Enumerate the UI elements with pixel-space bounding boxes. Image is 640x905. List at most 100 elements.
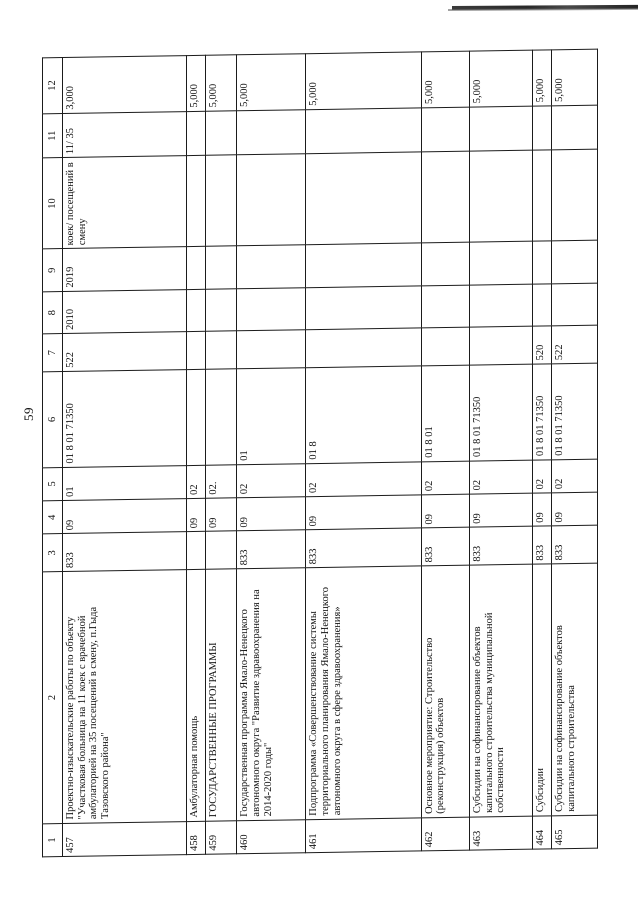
- row-code-cell-3: 833: [62, 531, 187, 572]
- row-number-cell: 465: [551, 814, 598, 849]
- row-code-cell-8: [421, 284, 470, 328]
- row-code-cell-4: 09: [305, 494, 422, 531]
- row-code-cell-8: [532, 283, 552, 327]
- row-code-cell-6: 01 8 01 71350: [62, 369, 187, 468]
- row-code-cell-5: 02: [551, 458, 598, 493]
- row-code-cell-12: 5,000: [421, 51, 470, 108]
- row-code-cell-10: коек/ посещений в смену: [62, 155, 187, 250]
- row-number-cell: 457: [62, 821, 187, 857]
- row-code-cell-5: 02: [532, 459, 552, 494]
- row-code-cell-12: 5,000: [236, 53, 306, 111]
- table-body: 1 2 3 4 5 6 7 8 9 10 11 12 457 Проектно-и…: [42, 49, 598, 857]
- row-code-cell-7: [305, 327, 422, 368]
- row-code-cell-4: 09: [186, 498, 206, 532]
- row-code-cell-3: [186, 531, 206, 570]
- row-code-cell-9: [205, 246, 237, 290]
- row-code-cell-6: 01 8 01: [421, 365, 470, 462]
- row-code-cell-8: [551, 282, 598, 326]
- row-code-cell-12: 5,000: [205, 54, 237, 112]
- col-header-4: 4: [42, 500, 63, 535]
- row-code-cell-4: 09: [421, 494, 470, 529]
- row-code-cell-5: 02: [186, 464, 206, 499]
- row-code-cell-10: [532, 150, 552, 242]
- row-description-cell: Основное мероприятие: Строительство (рек…: [421, 565, 470, 818]
- row-code-cell-9: 2019: [62, 247, 187, 292]
- row-number-cell: 462: [421, 816, 470, 851]
- row-number-cell: 460: [236, 819, 306, 854]
- col-header-8: 8: [42, 291, 63, 334]
- row-code-cell-7: 522: [62, 331, 187, 372]
- row-code-cell-4: 09: [236, 496, 306, 532]
- row-code-cell-8: [205, 288, 237, 332]
- row-code-cell-4: 09: [469, 493, 533, 528]
- row-code-cell-10: [469, 150, 533, 243]
- row-code-cell-7: [469, 326, 533, 366]
- row-code-cell-9: [469, 241, 533, 285]
- row-code-cell-5: 01: [62, 465, 187, 501]
- col-header-11: 11: [42, 113, 63, 159]
- row-code-cell-10: [421, 151, 470, 244]
- row-code-cell-10: [205, 155, 237, 247]
- table-row: 459 ГОСУДАРСТВЕННЫЕ ПРОГРАММЫ 09 02. 5,000: [205, 54, 237, 855]
- row-code-cell-4: 09: [532, 492, 552, 527]
- row-number-cell: 458: [186, 820, 206, 855]
- row-code-cell-3: 833: [305, 528, 422, 568]
- table-row: 464 Субсидии 833 09 02 01 8 01 71350 520 5,000: [532, 49, 552, 850]
- table-row: 460 Государственная программа Ямало-Ненец…: [236, 53, 306, 854]
- row-code-cell-11: [205, 110, 237, 156]
- row-code-cell-6: [186, 369, 206, 466]
- row-code-cell-11: [532, 105, 552, 151]
- row-code-cell-3: 833: [532, 526, 552, 565]
- budget-appropriations-table: 1 2 3 4 5 6 7 8 9 10 11 12 457 Проектно-и…: [42, 49, 598, 858]
- row-code-cell-5: 02: [421, 460, 470, 495]
- row-code-cell-11: [421, 106, 470, 153]
- row-code-cell-12: 5,000: [305, 51, 422, 110]
- row-code-cell-3: [205, 531, 237, 570]
- row-code-cell-11: 11/ 35: [62, 111, 187, 158]
- row-code-cell-12: 3,000: [62, 55, 187, 114]
- row-code-cell-10: [305, 152, 422, 246]
- row-code-cell-5: 02: [305, 461, 422, 497]
- col-header-1: 1: [42, 823, 63, 857]
- row-code-cell-11: [551, 104, 598, 151]
- col-header-5: 5: [42, 467, 63, 501]
- row-code-cell-6: 01 8 01 71350: [469, 364, 533, 461]
- table-row: 463 Субсидии на софинансирование объектов…: [469, 50, 533, 851]
- row-code-cell-8: [236, 287, 306, 331]
- row-code-cell-4: 09: [205, 497, 237, 532]
- row-description-cell: Проектно-изыскательские работы по объект…: [62, 569, 187, 824]
- rotated-table-container: 1 2 3 4 5 6 7 8 9 10 11 12 457 Проектно-и…: [42, 49, 598, 858]
- row-number-cell: 459: [205, 820, 237, 855]
- row-code-cell-3: 833: [551, 525, 598, 565]
- table-row: 458 Амбулаторная помощь 09 02 5,000: [186, 55, 206, 855]
- row-code-cell-9: [532, 241, 552, 284]
- col-header-3: 3: [42, 533, 63, 572]
- row-code-cell-3: 833: [469, 526, 533, 566]
- col-header-9: 9: [42, 249, 63, 292]
- row-code-cell-12: 5,000: [469, 50, 533, 107]
- row-code-cell-6: 01: [236, 367, 306, 465]
- row-description-cell: Субсидии: [532, 564, 552, 816]
- row-code-cell-8: [305, 285, 422, 330]
- row-description-cell: Амбулаторная помощь: [186, 569, 206, 822]
- row-description-cell: Субсидии на софинансирование объектов ка…: [551, 563, 598, 816]
- col-header-7: 7: [42, 333, 63, 372]
- row-code-cell-3: 833: [421, 527, 470, 567]
- row-code-cell-3: 833: [236, 530, 306, 569]
- row-number-cell: 464: [532, 815, 552, 850]
- row-code-cell-4: 09: [551, 492, 598, 527]
- row-code-cell-10: [236, 153, 306, 247]
- table-row: 461 Подпрограмма «Совершенствование систе…: [305, 51, 422, 853]
- table-row: 457 Проектно-изыскательские работы по объ…: [62, 55, 187, 857]
- row-code-cell-12: 5,000: [551, 49, 598, 106]
- row-code-cell-5: 02.: [205, 464, 237, 499]
- table-row: 462 Основное мероприятие: Строительство (…: [421, 51, 470, 851]
- row-code-cell-9: [421, 242, 470, 286]
- row-code-cell-7: 522: [551, 325, 598, 364]
- row-code-cell-11: [469, 105, 533, 152]
- row-code-cell-5: 02: [236, 463, 306, 498]
- row-code-cell-6: 01 8: [305, 365, 422, 464]
- row-code-cell-7: [205, 330, 237, 370]
- table-header-row: 1 2 3 4 5 6 7 8 9 10 11 12: [42, 57, 63, 857]
- row-code-cell-6: 01 8 01 71350: [551, 363, 598, 460]
